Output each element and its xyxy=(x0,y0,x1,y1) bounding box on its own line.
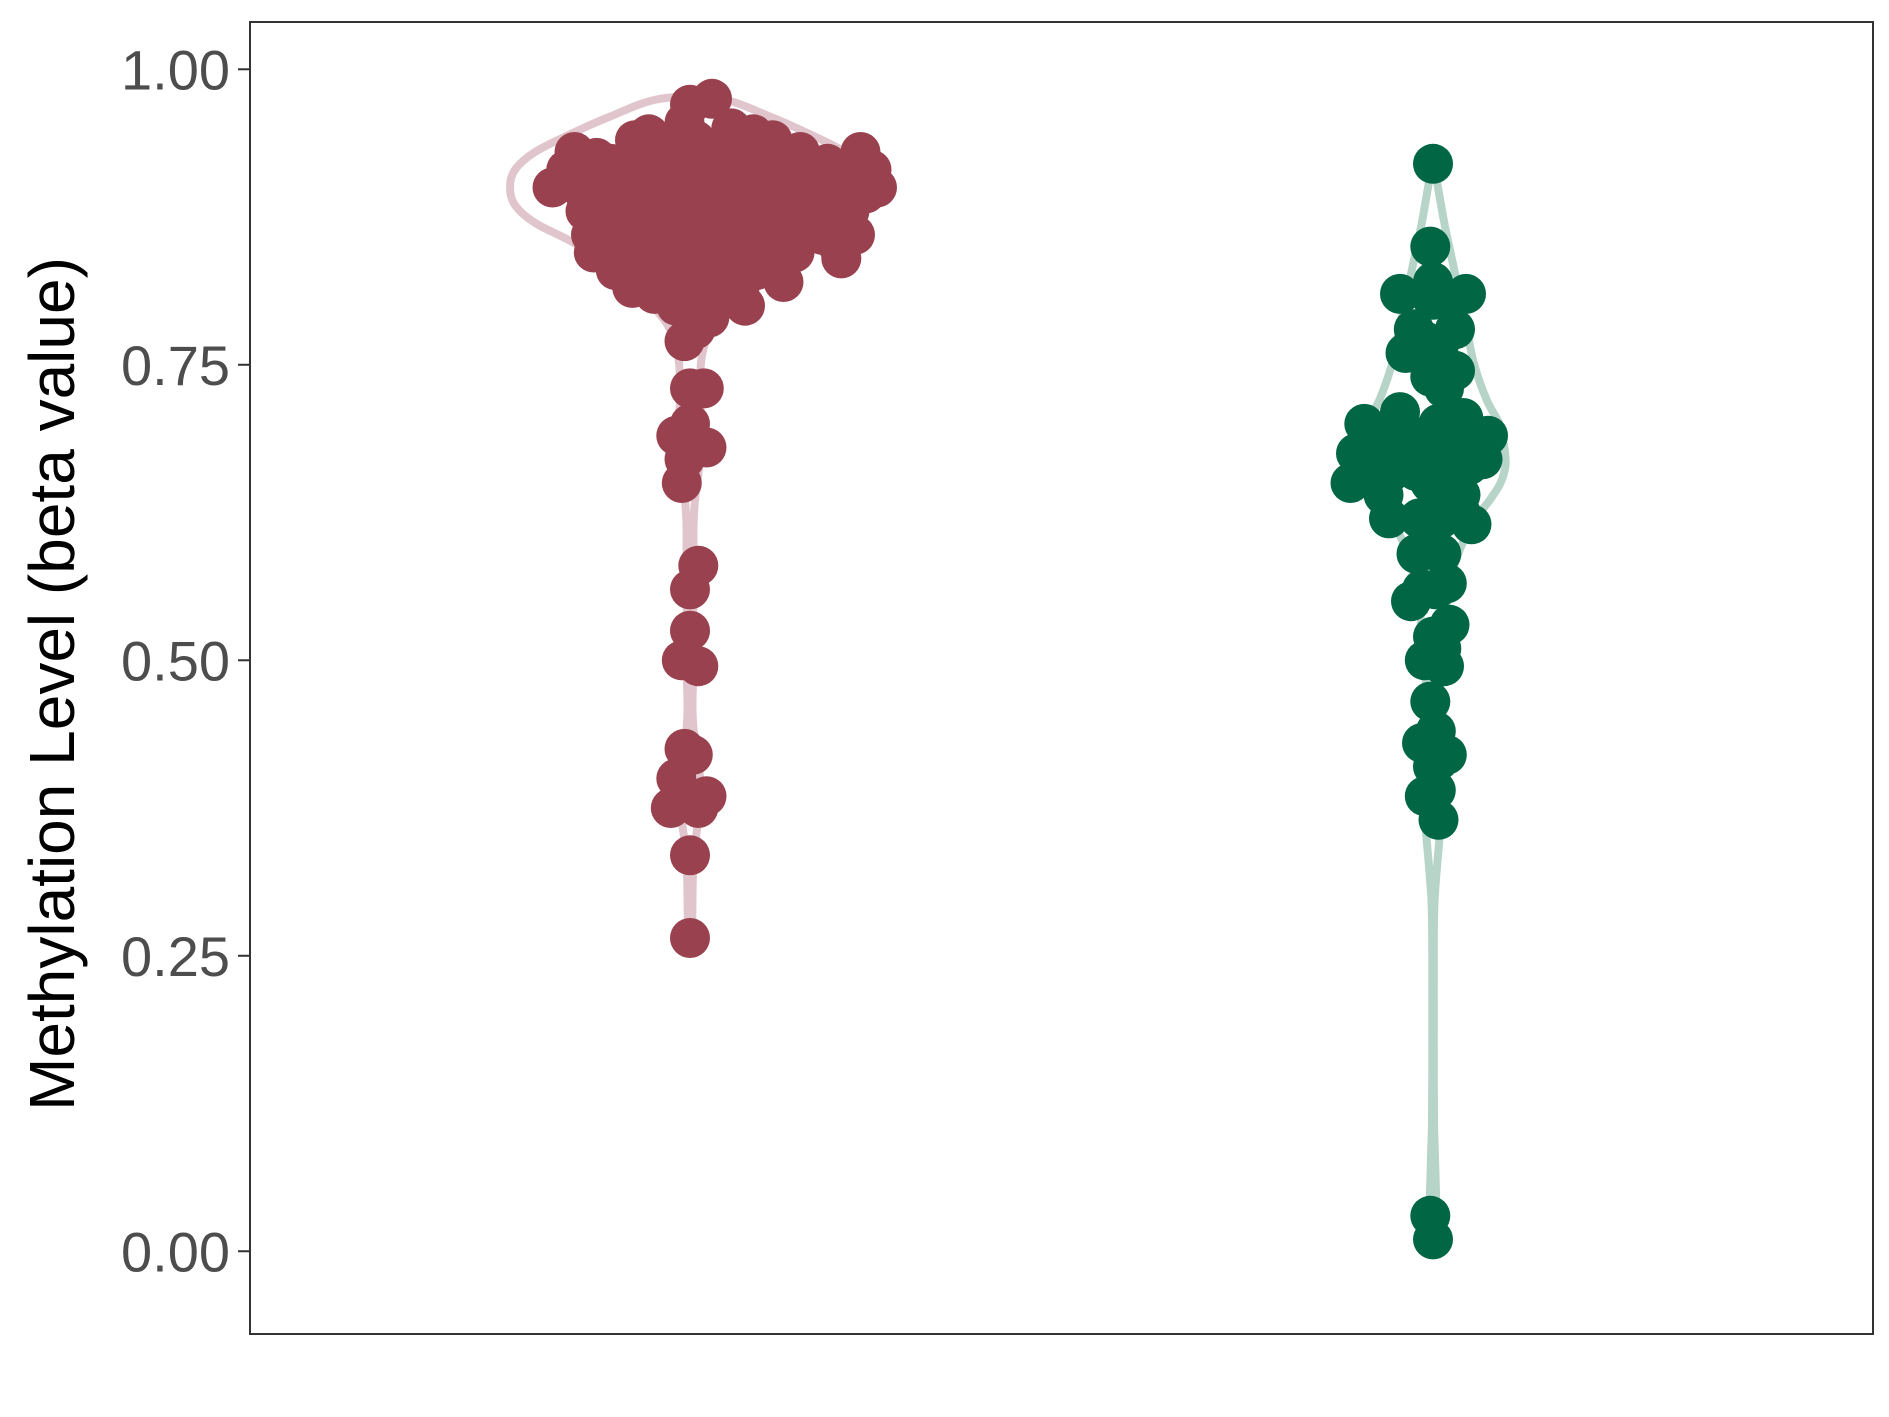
data-point xyxy=(829,161,870,202)
data-point xyxy=(1424,646,1464,687)
data-point xyxy=(582,149,622,190)
data-point xyxy=(1446,273,1486,314)
data-point xyxy=(670,569,710,610)
plot-panel-border xyxy=(249,21,1874,1335)
y-tick-label: 0.00 xyxy=(121,1220,230,1283)
data-point xyxy=(1426,563,1467,604)
y-tick-label: 0.25 xyxy=(121,925,230,988)
data-point xyxy=(1380,273,1420,314)
data-point xyxy=(1413,1219,1453,1260)
y-axis: 0.00 0.25 0.50 0.75 1.00 xyxy=(121,38,250,1283)
data-points xyxy=(532,78,1508,1260)
data-point xyxy=(1413,143,1453,184)
data-point xyxy=(661,463,702,503)
y-tick-label: 0.50 xyxy=(121,629,230,692)
data-point xyxy=(1410,226,1451,267)
data-point xyxy=(1410,681,1451,722)
data-point xyxy=(821,238,862,279)
data-point xyxy=(670,835,710,876)
y-axis-title: Methylation Level (beta value) xyxy=(16,257,88,1111)
data-point xyxy=(697,214,738,255)
y-tick-label: 1.00 xyxy=(121,38,230,101)
data-point xyxy=(678,646,719,687)
data-point xyxy=(672,782,713,823)
y-tick-label: 0.75 xyxy=(121,334,230,397)
data-point xyxy=(1415,770,1456,811)
data-point xyxy=(628,114,669,155)
data-point xyxy=(612,267,653,308)
data-point xyxy=(1451,504,1492,545)
data-point xyxy=(1369,498,1409,539)
data-point xyxy=(793,149,834,190)
data-point xyxy=(1435,350,1475,391)
data-point xyxy=(1429,604,1470,645)
data-point xyxy=(719,273,760,314)
data-point xyxy=(766,226,807,267)
data-point xyxy=(1421,533,1462,574)
data-point xyxy=(752,120,793,161)
data-point xyxy=(1468,415,1508,456)
data-point xyxy=(692,78,732,119)
data-point xyxy=(670,918,710,958)
data-point xyxy=(683,368,724,409)
data-point xyxy=(675,309,716,350)
data-point xyxy=(1435,309,1475,350)
data-point xyxy=(686,427,727,468)
data-point xyxy=(1418,799,1459,840)
